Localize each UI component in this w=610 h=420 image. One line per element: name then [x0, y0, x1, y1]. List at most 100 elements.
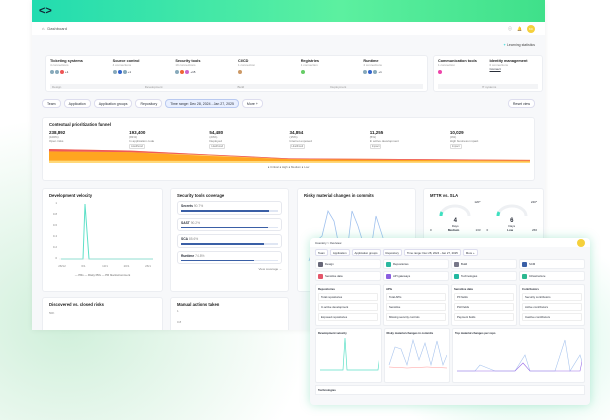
- inventory-tile[interactable]: API gateways: [383, 271, 449, 281]
- filter-application-groups[interactable]: Application groups: [93, 99, 133, 108]
- card-row[interactable]: Payment fields: [454, 313, 514, 321]
- stage-tag: Impact: [369, 144, 382, 149]
- filter-application[interactable]: Application: [63, 99, 91, 108]
- inventory-tile[interactable]: Technologies: [451, 271, 517, 281]
- integration-registries[interactable]: Registries 1 connection: [300, 59, 361, 88]
- integration-source-control[interactable]: Source control 4 connections +1: [112, 59, 173, 88]
- integration-communication[interactable]: Communication tools 1 connection: [438, 59, 487, 88]
- row-label: Exposed repositories: [321, 315, 348, 319]
- card-row[interactable]: Security contributors: [522, 293, 582, 301]
- integration-security-tools[interactable]: Security tools 19 connections +15: [175, 59, 235, 88]
- overlay-filter[interactable]: Repository: [382, 249, 402, 256]
- phase-build: Build: [237, 84, 245, 89]
- inventory-tile[interactable]: Repositories: [383, 259, 449, 269]
- tile-icon: [318, 261, 323, 267]
- integration-ticketing[interactable]: Ticketing systems 4 connections +1: [50, 59, 110, 88]
- coverage-label: SCA: [181, 237, 188, 242]
- row-label: Missing security controls: [389, 315, 420, 319]
- bell-icon[interactable]: 🔔: [517, 26, 522, 31]
- y-tick-label: 0.4: [52, 234, 57, 238]
- manual-actions-card: Manual actions taken 1 0.8: [170, 297, 289, 330]
- help-icon[interactable]: ⓘ: [508, 25, 513, 31]
- inventory-tile[interactable]: Build: [451, 259, 517, 269]
- integration-identity[interactable]: Identity management 0 connections Connect: [490, 59, 539, 88]
- overlay-filter[interactable]: Team: [315, 249, 328, 256]
- learning-statistics-link[interactable]: ✦ Learning statistics: [503, 43, 535, 47]
- more: +1: [65, 70, 69, 74]
- coverage-bar: [181, 243, 278, 245]
- coverage-item[interactable]: Runtime 74.8%: [177, 250, 282, 265]
- reset-view-button[interactable]: Reset view: [507, 99, 535, 108]
- sub: 4 connections: [112, 63, 132, 67]
- avatar[interactable]: KC: [527, 24, 535, 33]
- overlay-filter[interactable]: More +: [462, 249, 478, 256]
- card-row[interactable]: Total APIs: [386, 293, 446, 301]
- card-row[interactable]: Total repositories: [318, 293, 378, 301]
- connect-link[interactable]: Connect: [489, 67, 501, 71]
- gauge-unit: Days: [451, 224, 459, 228]
- row-label: Total repositories: [321, 295, 343, 299]
- inventory-charts: Development velocity Risky material chang…: [310, 328, 590, 383]
- stage-value: 11,255: [369, 130, 384, 135]
- overlay-filter[interactable]: Time range: Dec 28, 2024 - Jan 27, 2025: [403, 249, 461, 256]
- velocity-chart: 1 0.8 0.6 0.4 0.2 0 28/12 6/1 13/1 20/1 26/1: [49, 201, 157, 271]
- card-title: Top material changes per repo: [455, 331, 496, 335]
- inventory-tile[interactable]: SCM: [519, 259, 585, 269]
- coverage-item[interactable]: SAST 90.2%: [177, 217, 282, 232]
- phase-design: Design: [52, 84, 62, 89]
- gauge-sla: 120*: [474, 200, 481, 204]
- overlay-filter[interactable]: Application: [329, 249, 350, 256]
- card-row[interactable]: PII fields: [454, 293, 514, 301]
- stage-tag: Impact: [449, 144, 462, 149]
- row-label: Payment fields: [457, 315, 476, 319]
- overlay-header: Inventory > Overview: [310, 238, 590, 247]
- gauge-unit: Days: [508, 224, 516, 228]
- discovered-vs-closed-card: Discovered vs. closed risks 50K: [42, 297, 163, 330]
- filter-repository[interactable]: Repository: [135, 99, 163, 108]
- more-filters-button[interactable]: More +: [241, 99, 263, 108]
- y-tick-label: 1: [55, 201, 57, 205]
- integration-runtime[interactable]: Runtime 4 connections +1: [363, 59, 423, 88]
- stage-pct: (81%): [129, 135, 138, 139]
- coverage-item[interactable]: SCA 85.6%: [177, 234, 282, 248]
- card-row[interactable]: Sensitive: [386, 303, 446, 311]
- learning-label: Learning statistics: [506, 43, 535, 47]
- inventory-tile[interactable]: Design: [315, 259, 381, 269]
- label: Ticketing systems: [50, 59, 83, 63]
- home-icon[interactable]: ⌂: [42, 26, 45, 31]
- phase-bar: Design Development Build Deployment: [50, 84, 423, 89]
- overlay-filter[interactable]: Application groups: [351, 249, 381, 256]
- card-row[interactable]: Active contributors: [522, 303, 582, 311]
- tile-label: SCM: [529, 262, 536, 266]
- card-row[interactable]: Missing security controls: [386, 313, 446, 321]
- card-row[interactable]: Exposed repositories: [318, 313, 378, 321]
- breadcrumb[interactable]: Dashboard: [47, 26, 67, 31]
- coverage-pct: 90.2%: [190, 220, 201, 225]
- x-tick-label: 20/1: [123, 264, 130, 268]
- view-coverage-link[interactable]: View coverage →: [258, 267, 282, 272]
- card-row[interactable]: Inactive contributors: [522, 313, 582, 321]
- funnel-stage: 34,854 (15%) Internet exposed Likelihood: [289, 130, 368, 149]
- inventory-card: Sensitive data PII fields PHI fields Paymen…: [451, 284, 517, 326]
- sub: 0 connections: [489, 63, 509, 67]
- filter-team[interactable]: Team: [42, 99, 61, 108]
- tile-icon: [386, 261, 391, 267]
- breadcrumb[interactable]: Inventory > Overview: [315, 240, 342, 245]
- security-tools-coverage-card: Security tools coverage Secrets 90.7% SAS…: [170, 188, 289, 292]
- coverage-item[interactable]: Secrets 90.7%: [177, 201, 282, 215]
- avatar[interactable]: [577, 238, 585, 247]
- inventory-tile[interactable]: Sensitive data: [315, 271, 381, 281]
- integration-cicd[interactable]: CI/CD 1 connection: [238, 59, 298, 88]
- technologies-card: Technologies: [315, 385, 585, 395]
- card-row[interactable]: In active development: [318, 303, 378, 311]
- inventory-tile[interactable]: Infrastructure: [519, 271, 585, 281]
- inventory-card: Contributors Security contributors Active …: [519, 284, 585, 326]
- row-label: Active contributors: [525, 305, 549, 309]
- phase-bar: IT systems: [438, 84, 538, 89]
- filter-time-range[interactable]: Time range: Dec 28, 2024 - Jan 27, 2025: [165, 99, 239, 108]
- stage-pct: (5%): [369, 135, 377, 139]
- label: Runtime: [363, 59, 379, 63]
- sub: 1 connection: [438, 63, 456, 67]
- card-row[interactable]: PHI fields: [454, 303, 514, 311]
- coverage-label: Runtime: [181, 253, 195, 258]
